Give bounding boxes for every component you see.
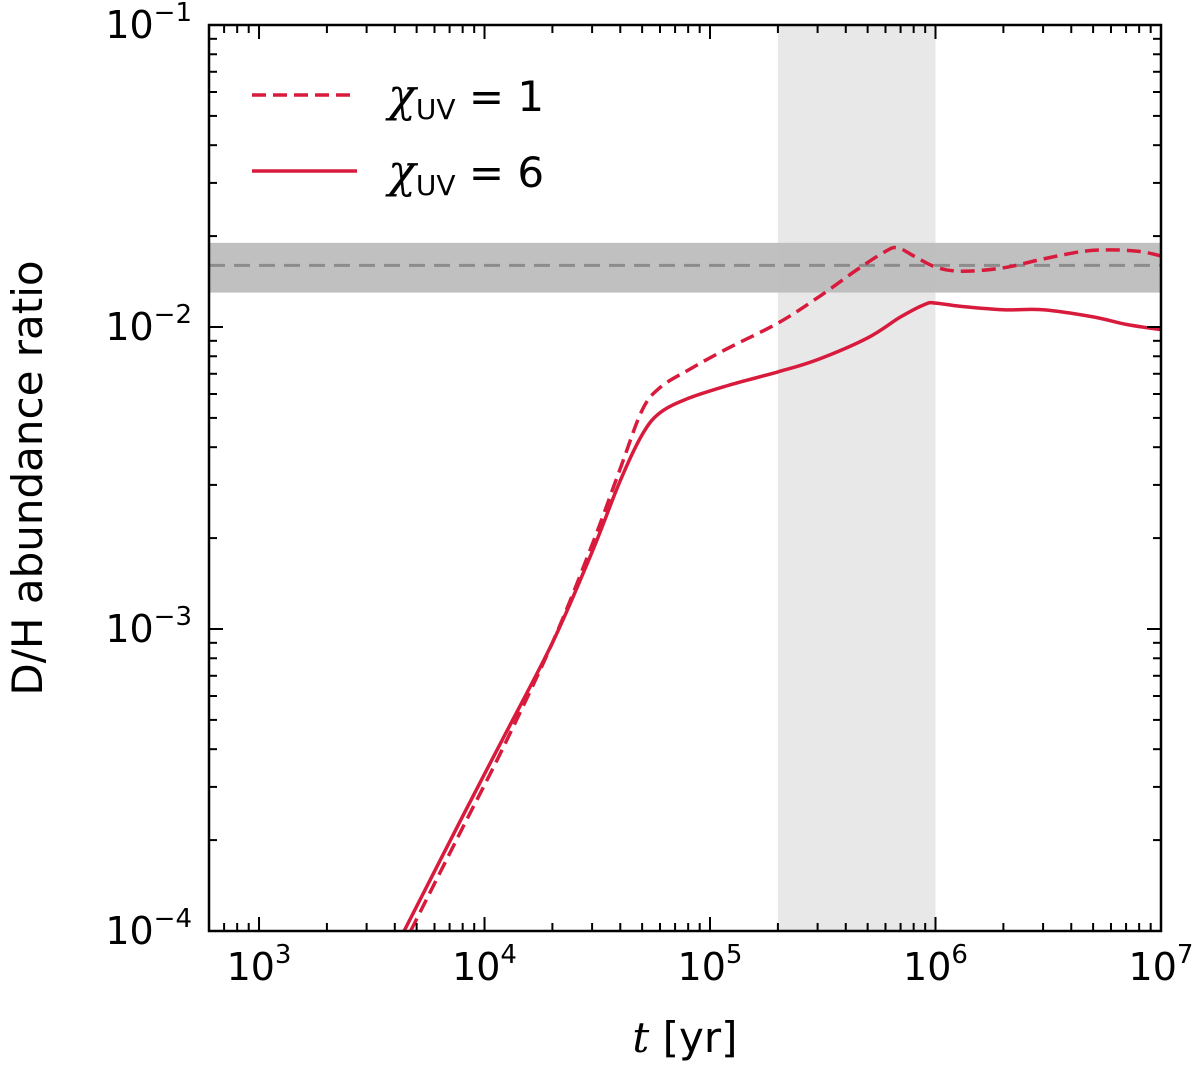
observed-ratio-band [209,242,1161,293]
shaded-time-range [777,25,936,931]
series-layer [402,245,1161,931]
x-axis-label: t [yr] [632,1013,737,1062]
plot-area [209,25,1161,931]
y-tick-label: 10−2 [105,300,192,349]
plot-frame [207,23,1163,933]
x-tick-label: 103 [227,940,292,989]
series-line-2 [402,300,1161,931]
x-tick-label: 104 [452,940,517,989]
y-tick-label: 10−3 [105,602,192,651]
legend-label-2: χUV = 6 [385,144,544,202]
legend-label-1: χUV = 1 [385,68,544,126]
y-tick-label: 10−1 [105,0,192,47]
x-tick-label: 105 [678,940,743,989]
x-tick-label: 107 [1129,940,1194,989]
axis-ticks [208,24,1162,932]
y-tick-label: 10−4 [105,904,192,953]
x-tick-label: 106 [903,940,968,989]
y-axis-label: D/H abundance ratio [3,260,52,695]
tick-labels: 103 104 105 106 107 10−4 10−3 10−2 10−1 [105,0,1193,989]
legend: χUV = 1 χUV = 6 [252,68,544,202]
